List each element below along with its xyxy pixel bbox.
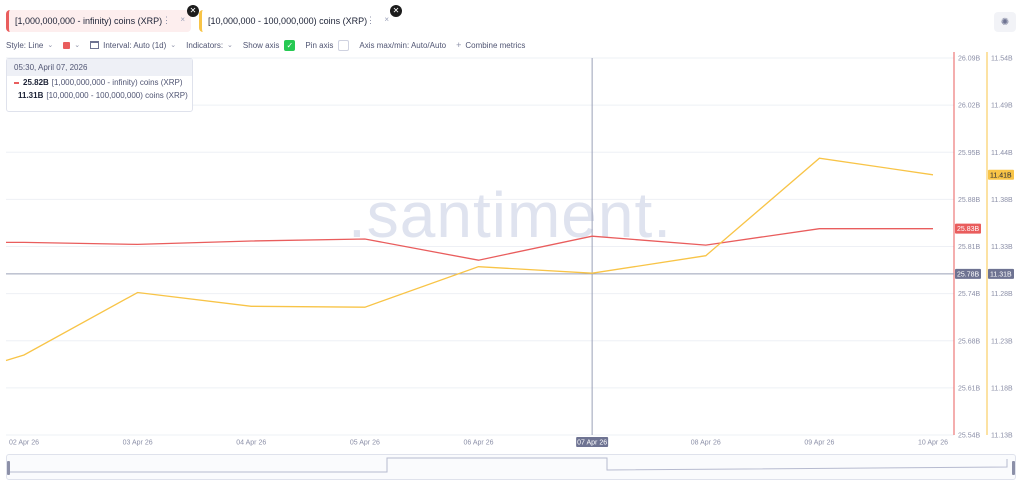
- crosshair-right-value-badge-bg: [988, 268, 1014, 279]
- left-axis-tick-label: 25.81B: [958, 244, 981, 251]
- tooltip-label: [1,000,000,000 - infinity) coins (XRP): [51, 78, 183, 87]
- range-navigator[interactable]: [6, 454, 1016, 480]
- metric-chip-red[interactable]: [1,000,000,000 - infinity) coins (XRP) ⋮…: [6, 10, 191, 32]
- interval-dropdown[interactable]: Interval: Auto (1d) ⌄: [90, 41, 176, 50]
- pin-axis-checkbox[interactable]: [338, 39, 350, 51]
- tooltip-row-yellow: 11.31B [10,000,000 - 100,000,000) coins …: [7, 89, 192, 102]
- right-axis-tick-label: 11.13B: [991, 433, 1013, 440]
- combine-metrics-button[interactable]: + Combine metrics: [456, 40, 525, 50]
- navigator-handle-left[interactable]: [7, 461, 10, 475]
- close-icon[interactable]: ×: [384, 15, 389, 24]
- color-swatch: [63, 41, 71, 49]
- metric-chip-yellow[interactable]: [10,000,000 - 100,000,000) coins (XRP) ⋮…: [199, 10, 395, 32]
- chart-toolbar: Style: Line ⌄ ⌄ Interval: Auto (1d) ⌄ In…: [6, 38, 535, 52]
- crosshair-date-badge: 07 Apr 26: [577, 440, 607, 447]
- settings-icon: ✺: [1000, 16, 1010, 28]
- left-axis-tick-label: 25.68B: [958, 338, 981, 345]
- tooltip-row-red: 25.82B [1,000,000,000 - infinity) coins …: [7, 76, 192, 89]
- chevron-down-icon: ⌄: [47, 42, 54, 49]
- left-axis-tick-label: 25.95B: [958, 150, 981, 157]
- metric-chip-label: [10,000,000 - 100,000,000) coins (XRP): [208, 16, 368, 26]
- tooltip-value: 25.82B: [23, 78, 49, 87]
- check-icon[interactable]: ✓: [284, 39, 296, 51]
- right-axis-tick-label: 11.28B: [991, 291, 1013, 298]
- navigator-handle-right[interactable]: [1012, 461, 1015, 475]
- axis-maxmin-button[interactable]: Axis max/min: Auto/Auto: [359, 41, 446, 50]
- right-axis-tick-label: 11.38B: [991, 197, 1013, 204]
- chevron-down-icon: ⌄: [170, 42, 177, 49]
- last-value-badge-yellow-bg: [988, 169, 1014, 180]
- chart-tooltip: 05:30, April 07, 2026 25.82B [1,000,000,…: [6, 58, 193, 112]
- series-line-yellow: [5, 157, 934, 362]
- crosshair-left-value-badge-bg: [955, 268, 981, 279]
- x-axis-tick-label: 10 Apr 26: [918, 440, 948, 447]
- show-axis-toggle[interactable]: Show axis ✓: [242, 39, 296, 51]
- plus-icon: +: [456, 40, 462, 50]
- last-value-badge-red: 25.83B: [957, 226, 980, 233]
- show-axis-label: Show axis: [242, 40, 280, 50]
- metrics-bar: [1,000,000,000 - infinity) coins (XRP) ⋮…: [0, 0, 1024, 36]
- vertical-dots-icon[interactable]: ⋮: [162, 15, 171, 25]
- chevron-down-icon: ⌄: [227, 42, 233, 49]
- x-axis-tick-label: 05 Apr 26: [350, 440, 380, 447]
- chevron-down-icon: ⌄: [74, 42, 81, 49]
- last-value-badge-yellow: 11.41B: [990, 172, 1012, 179]
- close-icon[interactable]: ×: [180, 15, 185, 24]
- x-axis-tick-label: 02 Apr 26: [9, 440, 39, 447]
- x-axis-tick-label: 08 Apr 26: [691, 440, 721, 447]
- right-axis-tick-label: 11.18B: [991, 385, 1013, 392]
- combine-metrics-label: Combine metrics: [465, 40, 526, 50]
- chart-canvas[interactable]: 26.09B 26.02B 25.95B 25.88B 25.81B 25.74B 25.6…: [0, 52, 1024, 452]
- right-axis-tick-label: 11.33B: [991, 244, 1013, 251]
- pin-axis-label: Pin axis: [305, 40, 334, 50]
- settings-button[interactable]: ✺: [994, 12, 1016, 32]
- santiment-watermark: .santiment.: [348, 179, 672, 251]
- indicators-label: Indicators:: [186, 40, 224, 50]
- calendar-icon: [90, 41, 100, 49]
- tooltip-date: 05:30, April 07, 2026: [7, 59, 192, 76]
- navigator-preview: [9, 457, 1008, 473]
- axis-maxmin-label: Axis max/min: Auto/Auto: [359, 40, 447, 50]
- close-circle-icon[interactable]: ✕: [390, 5, 402, 17]
- series-line-red: [6, 228, 933, 261]
- x-axis-tick-label: 09 Apr 26: [804, 440, 834, 447]
- left-axis-tick-label: 26.09B: [958, 56, 981, 63]
- tooltip-value: 11.31B: [18, 91, 44, 100]
- indicators-dropdown[interactable]: Indicators: ⌄: [186, 41, 233, 50]
- close-circle-icon[interactable]: ✕: [187, 5, 199, 17]
- left-axis-tick-label: 25.88B: [958, 197, 981, 204]
- style-dropdown[interactable]: Style: Line ⌄: [6, 41, 53, 50]
- left-axis-tick-label: 25.54B: [958, 433, 981, 440]
- interval-label: Interval: Auto (1d): [103, 40, 167, 50]
- crosshair-left-value-badge: 25.78B: [957, 271, 980, 278]
- color-picker[interactable]: ⌄: [63, 41, 80, 49]
- right-axis-tick-label: 11.54B: [991, 56, 1013, 63]
- x-axis-tick-label: 06 Apr 26: [464, 440, 494, 447]
- legend-dash-red: [14, 81, 19, 84]
- vertical-dots-icon[interactable]: ⋮: [366, 15, 375, 25]
- right-axis-tick-label: 11.49B: [991, 103, 1013, 110]
- left-axis-tick-label: 25.61B: [958, 385, 981, 392]
- pin-axis-toggle[interactable]: Pin axis: [305, 39, 350, 51]
- left-axis-tick-label: 26.02B: [958, 103, 981, 110]
- crosshair-date-badge-bg: [576, 437, 609, 447]
- last-value-badge-red-bg: [955, 223, 981, 234]
- right-axis-tick-label: 11.44B: [991, 150, 1013, 157]
- x-axis-tick-label: 04 Apr 26: [236, 440, 266, 447]
- tooltip-label: [10,000,000 - 100,000,000) coins (XRP): [46, 91, 188, 100]
- crosshair-right-value-badge: 11.31B: [990, 271, 1012, 278]
- left-axis-tick-label: 25.74B: [958, 291, 981, 298]
- x-axis-tick-label: 03 Apr 26: [123, 440, 153, 447]
- style-label: Style: Line: [6, 40, 44, 50]
- metric-chip-label: [1,000,000,000 - infinity) coins (XRP): [15, 16, 163, 26]
- right-axis-tick-label: 11.23B: [991, 338, 1013, 345]
